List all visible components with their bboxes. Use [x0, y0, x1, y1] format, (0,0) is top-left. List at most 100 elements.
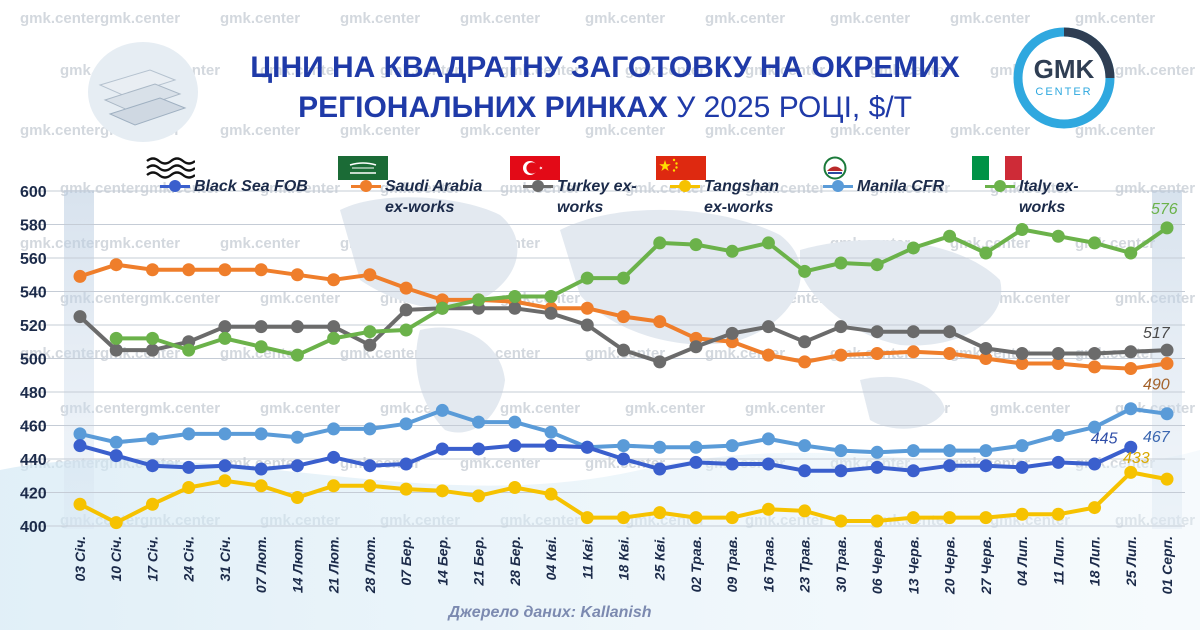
point-manila: [979, 444, 993, 458]
billet-3: [108, 97, 187, 126]
logo-wordmark: GMK: [1033, 54, 1095, 84]
legend-marker-tangshan: [670, 180, 700, 192]
series-lines: [73, 221, 1174, 530]
point-manila: [798, 439, 812, 453]
point-manila: [472, 415, 486, 429]
watermark-text: gmk.center: [500, 62, 581, 79]
x-tick-label: 16 Трав.: [760, 536, 776, 592]
point-italy: [834, 256, 848, 270]
watermark-text: gmk.center: [260, 180, 341, 197]
y-tick-label: 480: [20, 385, 47, 402]
point-saudi: [1015, 357, 1029, 371]
point-manila: [73, 427, 87, 441]
point-black_sea: [218, 459, 232, 473]
point-italy: [1088, 236, 1102, 250]
point-black_sea: [1124, 440, 1138, 454]
point-black_sea: [1051, 455, 1065, 469]
x-tick-label: 11 Кві.: [579, 536, 595, 579]
point-turkey: [145, 343, 159, 357]
point-manila: [1015, 439, 1029, 453]
point-tangshan: [73, 497, 87, 511]
point-tangshan: [1160, 472, 1174, 486]
point-tangshan: [254, 479, 268, 493]
x-tick-label: 20 Черв.: [942, 536, 958, 595]
series-italy: [109, 221, 1174, 362]
point-tangshan: [1124, 465, 1138, 479]
point-turkey: [1124, 345, 1138, 359]
x-tick-label: 07 Лют.: [253, 536, 269, 593]
data-source-note: Джерело даних: Kallanish: [448, 604, 652, 621]
y-tick-label: 420: [20, 486, 47, 503]
point-manila: [1124, 402, 1138, 416]
point-turkey: [363, 338, 377, 352]
point-manila: [508, 415, 522, 429]
point-saudi: [1160, 357, 1174, 371]
saudi-arabia-flag-icon: [338, 156, 388, 180]
point-saudi: [73, 269, 87, 283]
point-turkey: [544, 306, 558, 320]
point-black_sea: [979, 459, 993, 473]
watermark-text: gmk.center: [220, 10, 301, 27]
point-black_sea: [1088, 457, 1102, 471]
title-line-1: ЦІНИ НА КВАДРАТНУ ЗАГОТОВКУ НА ОКРЕМИХ: [250, 51, 960, 84]
point-italy: [182, 343, 196, 357]
watermark-text: gmk.center: [340, 10, 421, 27]
point-turkey: [1051, 346, 1065, 360]
point-tangshan: [508, 480, 522, 494]
point-black_sea: [943, 459, 957, 473]
x-tick-label: 04 Кві.: [543, 536, 559, 580]
point-saudi: [109, 258, 123, 272]
point-tangshan: [435, 484, 449, 498]
world-map-shape-5: [860, 376, 945, 429]
point-turkey: [327, 320, 341, 334]
point-italy: [544, 290, 558, 304]
watermark-text: gmk.center: [990, 400, 1071, 417]
point-saudi: [580, 301, 594, 315]
x-tick-label: 28 Лют.: [362, 536, 378, 594]
point-italy: [870, 258, 884, 272]
watermark-text: gmk.center: [870, 62, 951, 79]
point-manila: [1051, 429, 1065, 443]
point-black_sea: [834, 464, 848, 478]
point-manila: [834, 444, 848, 458]
point-tangshan: [363, 479, 377, 493]
series-tangshan: [73, 465, 1174, 530]
x-tick-label: 06 Черв.: [869, 536, 885, 594]
end-value-labels: 490 517 576 467 445 433: [1091, 201, 1178, 467]
watermark-text: gmk.center: [990, 290, 1071, 307]
point-turkey: [761, 320, 775, 334]
x-tick-label: 21 Бер.: [471, 536, 487, 587]
point-saudi: [1088, 360, 1102, 374]
x-tick-label: 03 Січ.: [72, 536, 88, 582]
legend-marker-italy: [985, 180, 1015, 192]
point-turkey: [798, 335, 812, 349]
point-italy: [906, 241, 920, 255]
point-saudi: [254, 263, 268, 277]
point-manila: [399, 417, 413, 431]
gridlines: [20, 190, 1185, 527]
point-manila: [653, 440, 667, 454]
point-turkey: [979, 341, 993, 355]
x-tick-label: 24 Січ.: [181, 536, 197, 583]
point-saudi: [327, 273, 341, 287]
y-tick-label: 520: [20, 318, 47, 335]
point-black_sea: [182, 460, 196, 474]
point-turkey: [1088, 346, 1102, 360]
watermark-text: gmk.center: [1075, 10, 1156, 27]
watermark-text: gmk.center: [1075, 122, 1156, 139]
steel-billets-illustration: [88, 42, 198, 142]
watermark-text: gmk.center: [705, 122, 786, 139]
point-tangshan: [1015, 507, 1029, 521]
point-tangshan: [290, 491, 304, 505]
series-turkey: [73, 301, 1174, 369]
point-italy: [580, 271, 594, 285]
watermark-text: gmk.center: [140, 290, 221, 307]
point-black_sea: [906, 464, 920, 478]
watermark-text: gmk.center: [625, 62, 706, 79]
y-tick-label: 560: [20, 251, 47, 268]
point-manila: [109, 435, 123, 449]
point-black_sea: [109, 449, 123, 463]
watermark-text: gmk.center: [260, 290, 341, 307]
x-tick-label: 07 Бер.: [398, 536, 414, 586]
